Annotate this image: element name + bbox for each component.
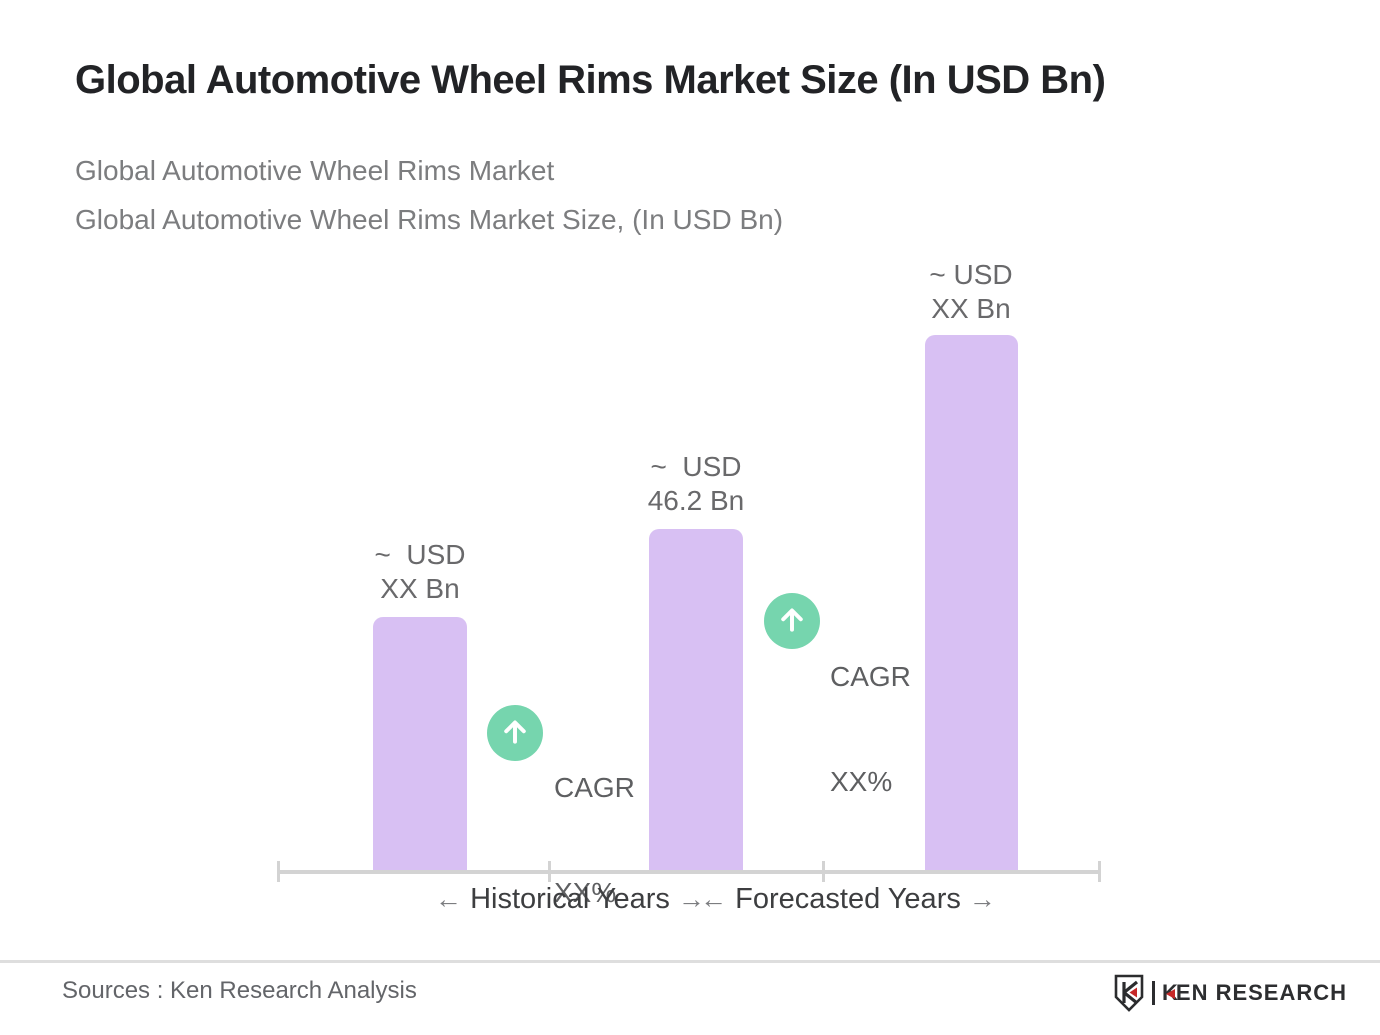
- left-arrow-icon: ←: [435, 884, 462, 914]
- right-arrow-icon: →: [678, 884, 705, 914]
- axis-segment-forecasted-label: Forecasted Years: [735, 883, 961, 915]
- cagr-1-line2: XX%: [554, 877, 617, 908]
- x-axis-tick: [277, 861, 280, 882]
- axis-segment-historical: ← Historical Years →: [435, 883, 705, 916]
- x-axis-line: [279, 870, 1101, 874]
- shield-k-icon: [1114, 974, 1144, 1012]
- up-arrow-icon: [498, 714, 532, 753]
- bar-1-value-label: ~ USD XX Bn: [270, 538, 570, 606]
- chart-subtitle-1: Global Automotive Wheel Rims Market: [75, 155, 555, 186]
- logo-divider: [1152, 981, 1155, 1005]
- cagr-badge-2: [764, 593, 820, 649]
- x-axis-tick: [548, 861, 551, 882]
- bar-2-value-label: ~ USD 46.2 Bn: [546, 450, 846, 518]
- cagr-2-line1: CAGR: [830, 661, 911, 692]
- axis-segment-historical-label: Historical Years: [470, 883, 670, 915]
- cagr-1-line1: CAGR: [554, 772, 635, 803]
- bar-3: [925, 335, 1018, 874]
- bar-2-label-line2: 46.2 Bn: [647, 485, 745, 516]
- bar-3-label-line2: XX Bn: [931, 293, 1011, 324]
- axis-segment-forecasted: ← Forecasted Years →: [700, 883, 996, 916]
- bar-1-label-line1: ~ USD: [374, 539, 466, 570]
- chart-subtitle-2: Global Automotive Wheel Rims Market Size…: [75, 204, 784, 235]
- bar-1: [373, 617, 467, 874]
- bar-1-label-line2: XX Bn: [380, 573, 460, 604]
- left-arrow-icon: ←: [700, 884, 728, 914]
- footer-divider: [0, 960, 1380, 963]
- bar-2: [649, 529, 743, 874]
- bar-3-label-line1: ~ USD: [929, 259, 1013, 290]
- x-axis-tick: [1098, 861, 1101, 882]
- bar-3-value-label: ~ USD XX Bn: [821, 258, 1121, 326]
- up-arrow-icon: [775, 602, 809, 641]
- source-note: Sources : Ken Research Analysis: [62, 977, 417, 1004]
- page-title: Global Automotive Wheel Rims Market Size…: [75, 58, 1106, 102]
- ken-research-logo: KEN RESEARCH: [1113, 974, 1347, 1012]
- bar-2-label-line1: ~ USD: [650, 451, 742, 482]
- red-triangle-icon: [1165, 989, 1175, 999]
- x-axis-tick: [822, 861, 825, 882]
- cagr-annotation-2: CAGR XX%: [830, 589, 911, 869]
- cagr-annotation-1: CAGR XX%: [554, 700, 635, 980]
- right-arrow-icon: →: [968, 884, 996, 914]
- cagr-badge-1: [487, 705, 543, 761]
- logo-wordmark: KEN RESEARCH: [1162, 980, 1347, 1006]
- cagr-2-line2: XX%: [830, 766, 893, 797]
- logo-wordmark-rest: EN RESEARCH: [1175, 980, 1348, 1005]
